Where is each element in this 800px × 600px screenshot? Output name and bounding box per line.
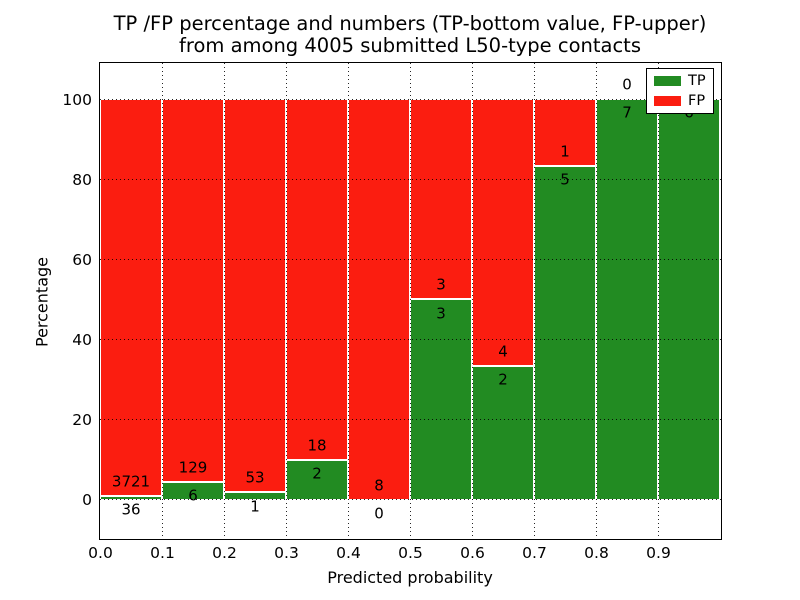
fp-bar-segment	[472, 99, 534, 367]
tp-count-label: 5	[560, 170, 570, 189]
fp-count-label: 0	[622, 75, 632, 94]
fp-count-label: 4	[498, 342, 508, 361]
fp-bar-segment	[410, 99, 472, 300]
x-tick-label: 0.6	[460, 544, 485, 562]
tp-count-label: 36	[121, 500, 141, 519]
h-gridline	[100, 178, 721, 180]
fp-count-label: 129	[178, 458, 208, 477]
legend: TP FP	[646, 68, 714, 114]
y-tick-label: 80	[72, 170, 92, 189]
h-gridline	[100, 339, 721, 341]
x-tick-label: 0.8	[584, 544, 609, 562]
chart-title-line1: TP /FP percentage and numbers (TP-bottom…	[113, 12, 707, 35]
v-gridline	[223, 63, 225, 539]
tp-count-label: 2	[312, 464, 322, 483]
x-tick-label: 0.1	[150, 544, 175, 562]
fp-legend-swatch	[654, 95, 681, 106]
chart-title-line2: from among 4005 submitted L50-type conta…	[179, 34, 641, 57]
v-gridline	[285, 63, 287, 539]
legend-item-fp: FP	[654, 92, 713, 109]
fp-bar-segment	[162, 99, 224, 483]
fp-bar-segment	[534, 99, 596, 166]
x-axis-label: Predicted probability	[327, 568, 493, 587]
fp-bar-segment	[100, 99, 162, 497]
fp-bar-segment	[348, 99, 410, 500]
x-tick-label: 0.4	[336, 544, 361, 562]
y-tick-label: 100	[62, 90, 92, 109]
y-tick-label: 20	[72, 411, 92, 430]
tp-bar-segment	[534, 165, 596, 500]
v-gridline	[347, 63, 349, 539]
v-gridline	[161, 63, 163, 539]
fp-bar-segment	[286, 99, 348, 460]
y-tick-label: 40	[72, 331, 92, 350]
h-gridline	[100, 499, 721, 501]
tp-count-label: 7	[622, 103, 632, 122]
v-gridline	[409, 63, 411, 539]
y-tick-label: 60	[72, 250, 92, 269]
x-tick-label: 0.7	[522, 544, 547, 562]
tp-bar-segment	[596, 99, 658, 500]
tp-count-label: 0	[374, 504, 384, 523]
fp-bar-segment	[224, 99, 286, 493]
chart-title: TP /FP percentage and numbers (TP-bottom…	[100, 13, 720, 57]
tp-count-label: 1	[250, 497, 260, 516]
x-tick-label: 0.9	[646, 544, 671, 562]
legend-item-label: FP	[688, 92, 706, 109]
x-tick-label: 0.2	[212, 544, 237, 562]
h-gridline	[100, 419, 721, 421]
x-tick-label: 0.0	[88, 544, 113, 562]
fp-count-label: 18	[307, 436, 327, 455]
plot-area: 3721361296531182803342150706	[99, 62, 722, 540]
v-gridline	[657, 63, 659, 539]
tp-bar-segment	[658, 99, 720, 500]
tp-bar-segment	[410, 299, 472, 500]
h-gridline	[100, 258, 721, 260]
v-gridline	[471, 63, 473, 539]
x-tick-label: 0.5	[398, 544, 423, 562]
fp-count-label: 3	[436, 275, 446, 294]
tp-count-label: 6	[188, 486, 198, 505]
v-gridline	[595, 63, 597, 539]
fp-count-label: 3721	[111, 472, 151, 491]
legend-item-tp: TP	[654, 74, 713, 89]
fp-count-label: 8	[374, 476, 384, 495]
v-gridline	[533, 63, 535, 539]
x-tick-label: 0.3	[274, 544, 299, 562]
tp-count-label: 2	[498, 370, 508, 389]
tp-legend-swatch	[654, 76, 681, 87]
tp-count-label: 3	[436, 304, 446, 323]
h-gridline	[100, 98, 721, 100]
fp-count-label: 53	[245, 468, 265, 487]
legend-item-label: TP	[688, 73, 706, 89]
tp-bar-segment	[472, 366, 534, 500]
fp-count-label: 1	[560, 142, 570, 161]
y-tick-label: 0	[82, 491, 92, 510]
